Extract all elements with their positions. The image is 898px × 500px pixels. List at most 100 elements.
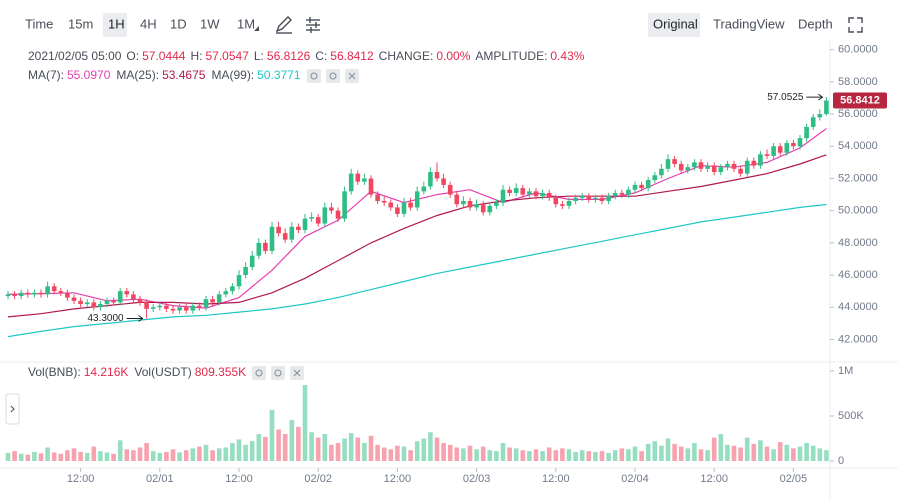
- info-label: O:: [126, 49, 139, 63]
- candle-body: [25, 292, 31, 295]
- volume-bar: [12, 451, 17, 461]
- eye-icon[interactable]: [252, 366, 266, 380]
- candle-body: [348, 173, 354, 192]
- view-highlight: [648, 13, 700, 37]
- interval-button[interactable]: 1D: [170, 16, 187, 31]
- info-label: C:: [315, 49, 327, 63]
- close-glyph: [348, 72, 356, 80]
- volume-bar: [388, 449, 394, 461]
- candle-body: [388, 202, 394, 208]
- volume-bar: [421, 438, 427, 461]
- candle-body: [329, 207, 334, 211]
- volume-bar: [164, 452, 169, 461]
- candle-body: [362, 178, 367, 182]
- ma-line: [7, 203, 827, 338]
- volume-bar: [639, 451, 644, 461]
- volume-bar: [131, 450, 136, 461]
- volume-bar: [65, 450, 70, 461]
- volume-bar: [487, 450, 493, 461]
- eye-icon[interactable]: [307, 69, 321, 83]
- volume-bar: [117, 440, 123, 461]
- volume-bar: [236, 439, 242, 461]
- volume-bar: [751, 443, 757, 461]
- interval-button[interactable]: 1W: [200, 16, 220, 31]
- view-button[interactable]: Depth: [798, 16, 833, 31]
- info-label: L:: [254, 49, 264, 63]
- candle-body: [540, 192, 545, 197]
- candle-body: [599, 197, 605, 201]
- interval-button[interactable]: 1H: [108, 16, 125, 31]
- candle-body: [507, 189, 512, 193]
- icon-glyph: [329, 72, 337, 80]
- x-tick-label: 12:00: [67, 473, 95, 485]
- volume-bar: [731, 445, 737, 461]
- volume-legend-label: Vol(USDT): [134, 365, 191, 379]
- volume-bar: [461, 448, 466, 461]
- volume-bar: [381, 447, 387, 461]
- volume-bar: [454, 447, 460, 461]
- volume-bar: [764, 446, 770, 461]
- volume-bar: [408, 450, 413, 461]
- interval-button[interactable]: 1M: [237, 16, 255, 31]
- annotation-arrow: [126, 315, 144, 322]
- volume-bar: [269, 409, 275, 461]
- candle-body: [124, 291, 130, 295]
- volume-bar: [705, 450, 710, 461]
- candle-body: [183, 307, 189, 311]
- volume-bar: [612, 450, 618, 461]
- last-price-label: 56.8412: [840, 94, 880, 106]
- volume-bar: [645, 443, 651, 461]
- view-button[interactable]: Original: [653, 16, 698, 31]
- candle-body: [751, 160, 757, 166]
- volume-bar: [183, 450, 189, 461]
- candle-body: [38, 292, 44, 295]
- volume-bar: [256, 434, 262, 461]
- fullscreen-icon[interactable]: [848, 17, 863, 33]
- volume-bar: [579, 450, 585, 461]
- volume-bar: [447, 444, 453, 461]
- candle-body: [375, 194, 380, 201]
- candle-body: [104, 300, 110, 305]
- candle-body: [718, 167, 724, 173]
- candle-body: [566, 201, 572, 206]
- annotation-label: 57.0525: [767, 92, 804, 103]
- candle-body: [447, 184, 453, 195]
- volume-bar: [18, 453, 24, 461]
- candle-body: [791, 143, 796, 147]
- candle-body: [612, 192, 618, 197]
- candle-body: [65, 292, 70, 298]
- interval-button[interactable]: 4H: [140, 16, 157, 31]
- candle-body: [78, 300, 83, 305]
- icon-glyph: [274, 369, 282, 377]
- interval-button[interactable]: Time: [25, 16, 53, 31]
- volume-bar: [104, 452, 110, 461]
- candle-body: [487, 205, 493, 213]
- settings-icon[interactable]: [306, 17, 320, 33]
- candle-body: [243, 267, 248, 276]
- candle-body: [698, 162, 704, 169]
- y-tick-label: 52.0000: [838, 172, 878, 184]
- volume-bar: [804, 443, 809, 461]
- y-tick-label: 54.0000: [838, 140, 878, 152]
- view-button[interactable]: TradingView: [713, 16, 785, 31]
- candle-body: [573, 197, 578, 201]
- volume-bar: [5, 452, 11, 461]
- volume-bar: [329, 444, 334, 461]
- volume-bar: [586, 451, 592, 461]
- interval-button[interactable]: 15m: [68, 16, 93, 31]
- dropdown-caret: [254, 26, 259, 31]
- candle-body: [731, 163, 737, 169]
- volume-tick-label: 0: [838, 455, 844, 467]
- volume-bar: [296, 426, 301, 461]
- candle-body: [111, 300, 116, 303]
- candle-body: [177, 307, 182, 311]
- candle-body: [414, 191, 420, 208]
- collapse-button[interactable]: [5, 393, 20, 425]
- settings-icon[interactable]: [326, 69, 340, 83]
- volume-bar: [177, 452, 182, 461]
- pencil-icon[interactable]: [275, 16, 292, 34]
- ma-value: 55.0970: [67, 68, 111, 82]
- candle-body: [368, 178, 374, 195]
- settings-icon[interactable]: [271, 366, 285, 380]
